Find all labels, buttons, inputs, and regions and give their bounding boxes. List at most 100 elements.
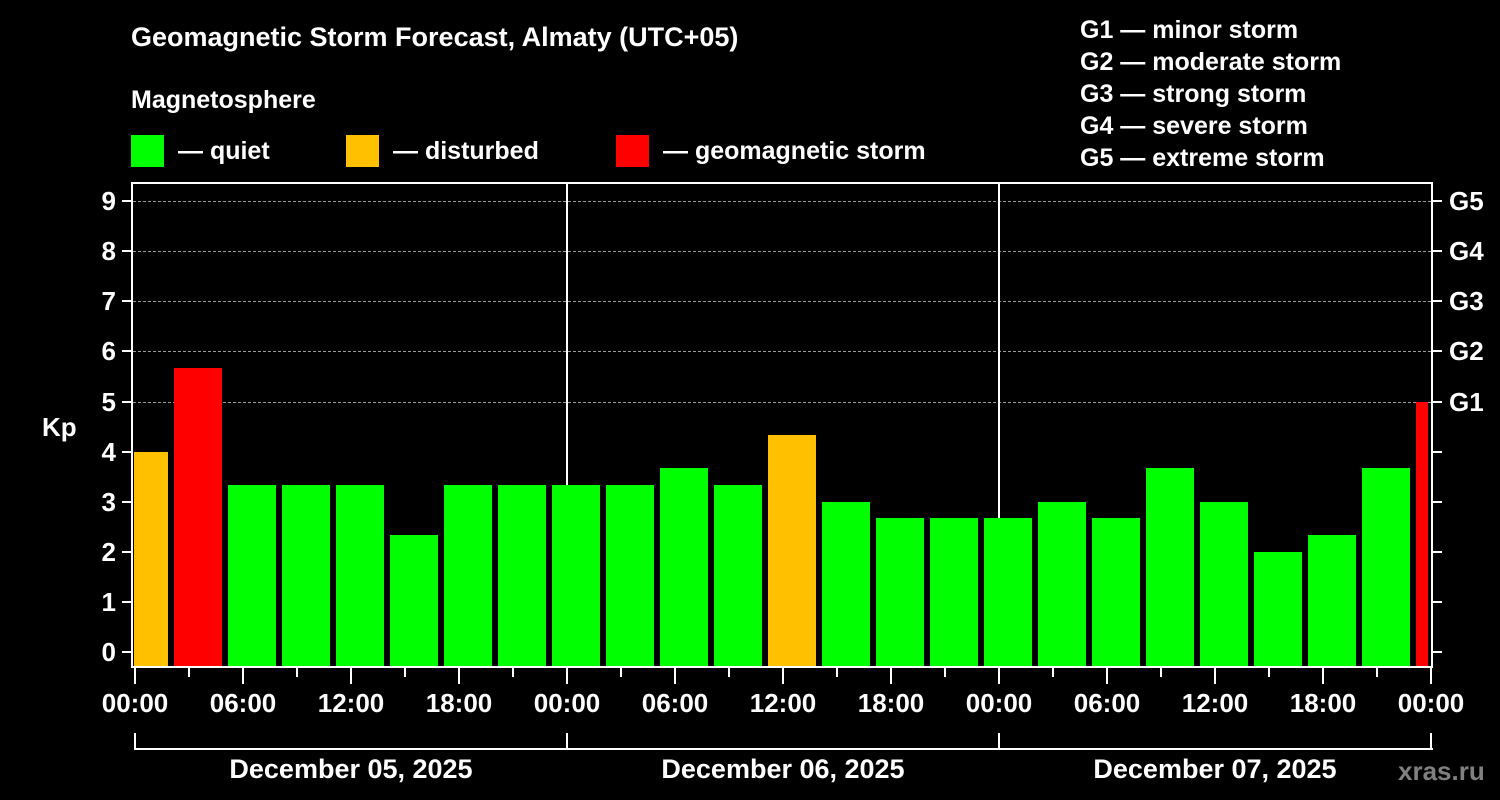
x-tick-label: 06:00: [641, 688, 709, 718]
gridline: [133, 351, 1431, 352]
kp-bar: [822, 502, 870, 666]
kp-bar: [498, 485, 546, 666]
right-tick: [1433, 250, 1442, 252]
day-label: December 07, 2025: [1093, 754, 1337, 784]
date-bracket-tick: [566, 733, 568, 750]
y-tick-label: 9: [101, 186, 116, 216]
right-tick: [1433, 200, 1442, 202]
x-minor-tick: [944, 668, 946, 677]
day-divider-line: [998, 182, 1000, 668]
g-scale-item: G3 — strong storm: [1080, 80, 1307, 108]
right-tick: [1433, 601, 1442, 603]
g-scale-item: G4 — severe storm: [1080, 112, 1308, 140]
legend-disturbed: — disturbed: [346, 135, 539, 167]
kp-bar: [134, 452, 168, 666]
date-bracket-tick: [998, 733, 1000, 750]
disturbed-swatch-icon: [346, 135, 379, 167]
legend-quiet-label: — quiet: [178, 136, 270, 165]
gridline: [133, 251, 1431, 252]
gridline: [133, 301, 1431, 302]
g-level-label: G5: [1449, 186, 1484, 216]
x-major-tick: [674, 668, 676, 684]
x-tick-label: 18:00: [1289, 688, 1357, 718]
g-scale-item: G1 — minor storm: [1080, 16, 1299, 44]
legend-storm-label: — geomagnetic storm: [663, 136, 926, 165]
x-minor-tick: [1160, 668, 1162, 677]
x-tick-label: 00:00: [1397, 688, 1465, 718]
x-major-tick: [134, 668, 136, 684]
x-tick-label: 06:00: [209, 688, 277, 718]
date-bracket-tick: [1430, 733, 1432, 750]
x-major-tick: [998, 668, 1000, 684]
kp-bar: [336, 485, 384, 666]
g-scale-item: G5 — extreme storm: [1080, 144, 1325, 172]
x-tick-label: 00:00: [533, 688, 601, 718]
y-tick: [122, 451, 131, 453]
x-minor-tick: [296, 668, 298, 677]
kp-bar: [1092, 518, 1140, 666]
y-tick-label: 4: [101, 437, 116, 467]
x-tick-label: 18:00: [425, 688, 493, 718]
x-tick-label: 18:00: [857, 688, 925, 718]
y-tick: [122, 551, 131, 553]
kp-bar: [876, 518, 924, 666]
kp-bar: [768, 435, 816, 666]
y-tick-label: 6: [101, 336, 116, 366]
legend-title: Magnetosphere: [131, 86, 316, 114]
x-major-tick: [1430, 668, 1432, 684]
kp-bar: [1362, 468, 1410, 666]
x-tick-label: 06:00: [1073, 688, 1141, 718]
right-tick: [1433, 451, 1442, 453]
x-major-tick: [782, 668, 784, 684]
y-tick: [122, 250, 131, 252]
day-divider-line: [566, 182, 568, 668]
legend-quiet: — quiet: [131, 135, 270, 167]
right-tick: [1433, 300, 1442, 302]
chart-title: Geomagnetic Storm Forecast, Almaty (UTC+…: [131, 22, 739, 52]
g-scale-item: G2 — moderate storm: [1080, 48, 1342, 76]
y-axis-label: Kp: [42, 412, 77, 442]
plot-frame: [131, 182, 1433, 668]
x-major-tick: [1106, 668, 1108, 684]
x-major-tick: [890, 668, 892, 684]
gridline: [133, 402, 1431, 403]
x-major-tick: [1322, 668, 1324, 684]
kp-bar: [660, 468, 708, 666]
right-tick: [1433, 401, 1442, 403]
x-minor-tick: [188, 668, 190, 677]
kp-bar: [552, 485, 600, 666]
x-tick-label: 00:00: [965, 688, 1033, 718]
g-level-label: G2: [1449, 336, 1484, 366]
kp-bar: [1254, 552, 1302, 666]
y-tick: [122, 501, 131, 503]
x-minor-tick: [1268, 668, 1270, 677]
x-minor-tick: [404, 668, 406, 677]
x-minor-tick: [836, 668, 838, 677]
g-level-label: G1: [1449, 387, 1484, 417]
kp-bar: [282, 485, 330, 666]
kp-bar: [930, 518, 978, 666]
x-minor-tick: [728, 668, 730, 677]
x-major-tick: [350, 668, 352, 684]
kp-bar: [444, 485, 492, 666]
y-tick-label: 5: [101, 387, 116, 417]
y-tick-label: 0: [101, 637, 116, 667]
kp-bar: [174, 368, 222, 666]
x-tick-label: 00:00: [101, 688, 169, 718]
y-tick-label: 1: [101, 587, 116, 617]
kp-bar: [1416, 402, 1428, 666]
x-minor-tick: [1376, 668, 1378, 677]
kp-bar: [984, 518, 1032, 666]
legend-storm: — geomagnetic storm: [616, 135, 926, 167]
y-tick: [122, 651, 131, 653]
x-major-tick: [1214, 668, 1216, 684]
kp-bar: [228, 485, 276, 666]
x-minor-tick: [620, 668, 622, 677]
x-major-tick: [566, 668, 568, 684]
x-major-tick: [458, 668, 460, 684]
y-tick-label: 8: [101, 236, 116, 266]
date-bracket-tick: [134, 733, 136, 750]
legend-disturbed-label: — disturbed: [393, 136, 539, 165]
kp-bar: [390, 535, 438, 666]
kp-bar: [1200, 502, 1248, 666]
